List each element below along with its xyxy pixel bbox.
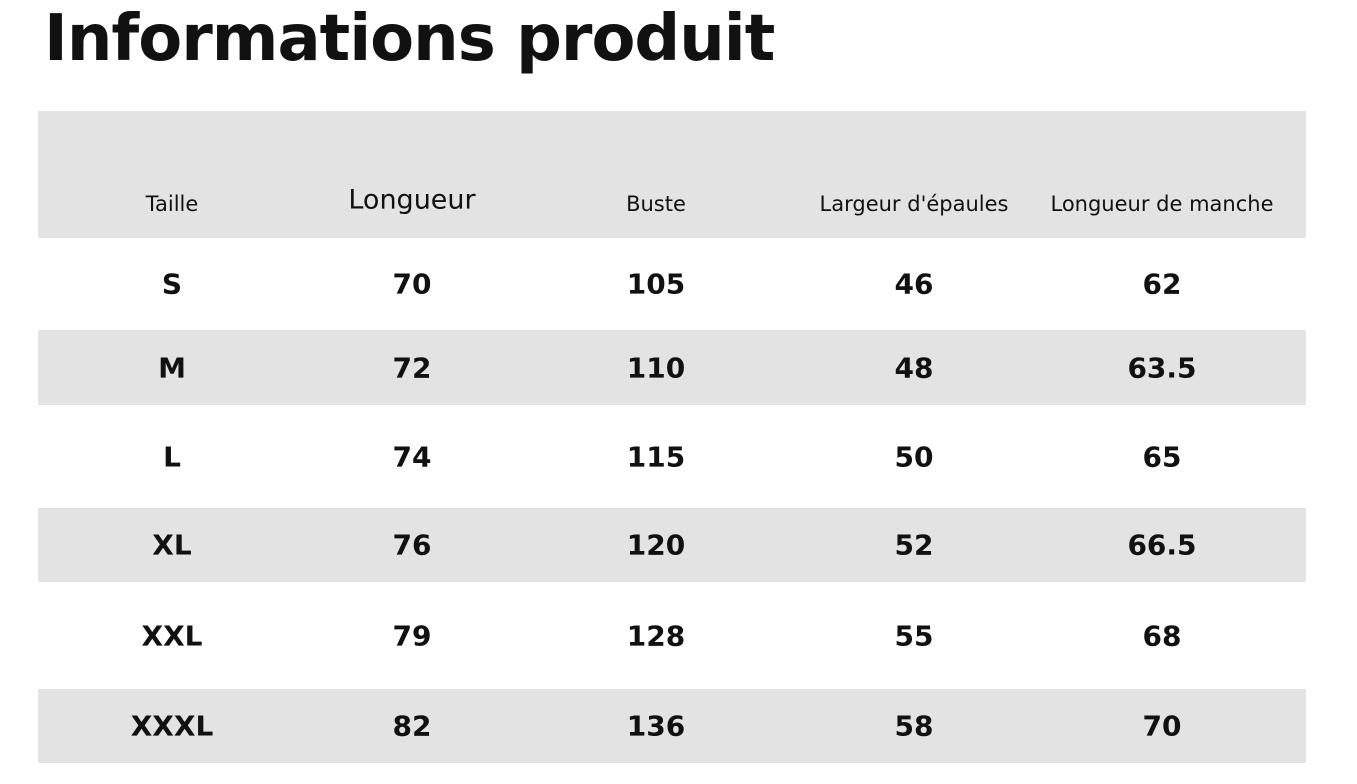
- table-cell: 115: [626, 440, 686, 473]
- table-cell: 46: [894, 267, 934, 301]
- header-row: [38, 111, 1306, 238]
- table-cell: 65: [1142, 440, 1182, 473]
- table-cell: XXL: [141, 619, 203, 652]
- column-header: Largeur d'épaules: [819, 192, 1009, 216]
- table-cell: 70: [392, 267, 432, 301]
- table-cell: 48: [894, 351, 934, 384]
- table-row: [38, 689, 1306, 763]
- column-header: Longueur: [348, 184, 476, 216]
- table-cell: 76: [392, 528, 432, 562]
- table-cell: 72: [392, 351, 432, 384]
- table-cell: 128: [626, 619, 686, 652]
- table-cell: 66.5: [1127, 528, 1197, 562]
- table-row: [38, 582, 1306, 689]
- column-header: Buste: [626, 192, 686, 216]
- table-cell: 82: [392, 709, 432, 743]
- table-cell: 63.5: [1127, 351, 1197, 384]
- table-cell: 62: [1142, 267, 1182, 301]
- page-title: Informations produit: [44, 2, 775, 76]
- table-row: [38, 330, 1306, 405]
- column-header: Longueur de manche: [1050, 192, 1274, 216]
- table-cell: L: [163, 440, 181, 473]
- table-cell: 55: [894, 619, 934, 652]
- table-cell: 110: [626, 351, 686, 384]
- table-cell: XL: [152, 528, 192, 562]
- table-cell: XXXL: [130, 709, 214, 743]
- table-row: [38, 405, 1306, 508]
- table-cell: 50: [894, 440, 934, 473]
- table-cell: 52: [894, 528, 934, 562]
- table-cell: 120: [626, 528, 686, 562]
- table-cell: 58: [894, 709, 934, 743]
- table-row: [38, 238, 1306, 330]
- table-cell: 70: [1142, 709, 1182, 743]
- table-cell: 74: [392, 440, 432, 473]
- table-cell: 79: [392, 619, 432, 652]
- table-cell: S: [161, 267, 183, 301]
- table-cell: 68: [1142, 619, 1182, 652]
- table-cell: 105: [626, 267, 686, 301]
- column-header: Taille: [145, 192, 199, 216]
- table-cell: M: [158, 351, 186, 384]
- table-row: [38, 508, 1306, 582]
- table-cell: 136: [626, 709, 686, 743]
